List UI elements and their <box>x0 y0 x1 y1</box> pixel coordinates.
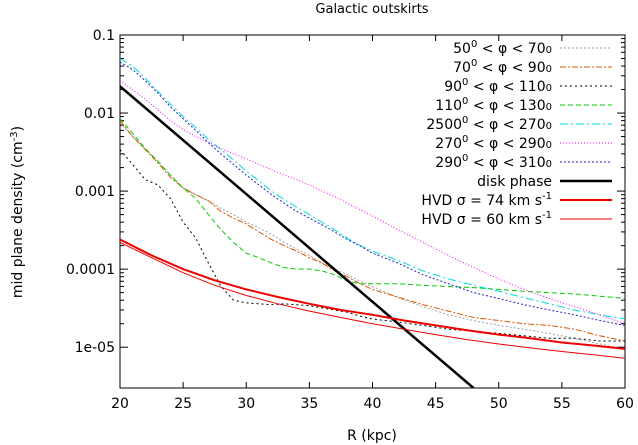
legend-label-part: 2500 <box>426 117 462 133</box>
x-tick-label: 30 <box>237 396 255 412</box>
legend-label-part: 0 <box>546 159 552 170</box>
legend-label-part: 50 <box>453 41 471 57</box>
x-axis-label: R (kpc) <box>347 428 397 444</box>
legend-label-part: 270 <box>435 136 462 152</box>
x-axis: 20 25 30 35 40 45 50 55 60 <box>111 35 634 412</box>
series-line-3 <box>120 118 625 299</box>
series-line-6 <box>120 61 625 326</box>
y-axis-label-sup: -3 <box>9 131 20 141</box>
x-tick-label: 55 <box>553 396 571 412</box>
legend-label-5: 2700 < φ < 2900 <box>435 134 552 152</box>
legend-label-part: -1 <box>542 210 552 221</box>
legend-label-part: 70 <box>453 60 471 76</box>
series-line-8 <box>120 238 625 350</box>
legend-label-part: 0 <box>546 64 552 75</box>
legend-label-7: disk phase <box>477 174 552 190</box>
x-tick-label: 40 <box>364 396 382 412</box>
legend-label-part: HVD σ = 74 km s <box>421 193 542 209</box>
legend-label-4: 25000 < φ < 2700 <box>426 115 552 133</box>
legend-label-part: 0 <box>546 102 552 113</box>
x-tick-label: 50 <box>490 396 508 412</box>
x-tick-label: 45 <box>427 396 445 412</box>
legend-label-part: disk phase <box>477 174 552 190</box>
legend-label-part: 0 <box>546 83 552 94</box>
legend-label-part: 0 <box>462 134 468 145</box>
series-line-4 <box>120 58 625 320</box>
legend-label-part: < φ < 290 <box>468 136 545 152</box>
legend-label-part: 0 <box>471 58 477 69</box>
series-line-0 <box>120 122 625 350</box>
legend-label-part: 0 <box>462 77 468 88</box>
legend-label-3: 1100 < φ < 1300 <box>435 96 552 114</box>
series-line-7 <box>120 85 475 388</box>
series-line-5 <box>120 80 625 325</box>
y-tick-label: 1e-05 <box>75 340 115 356</box>
legend-label-part: 0 <box>546 121 552 132</box>
legend-label-part: 0 <box>471 39 477 50</box>
chart-title: Galactic outskirts <box>315 2 428 17</box>
legend-label-part: 110 <box>435 98 462 114</box>
y-axis: 1e-05 0.0001 0.001 0.01 0.1 <box>66 28 625 356</box>
y-axis-label: mid plane density (cm-3) <box>9 126 26 298</box>
legend-label-part: < φ < 70 <box>477 41 545 57</box>
legend-label-part: 0 <box>546 45 552 56</box>
y-axis-label-main: mid plane density (cm <box>10 141 26 298</box>
series-line-9 <box>120 241 625 359</box>
y-tick-label: 0.1 <box>93 28 115 44</box>
y-axis-label-close: ) <box>10 126 26 131</box>
x-tick-label: 60 <box>616 396 634 412</box>
x-tick-label: 20 <box>111 396 129 412</box>
legend-label-0: 500 < φ < 700 <box>453 39 552 57</box>
legend-label-8: HVD σ = 74 km s-1 <box>421 191 552 209</box>
legend-label-part: 290 <box>435 155 462 171</box>
legend-label-part: 0 <box>462 96 468 107</box>
legend-label-part: 0 <box>462 115 468 126</box>
legend-label-part: HVD σ = 60 km s <box>421 212 542 228</box>
x-tick-label: 35 <box>300 396 318 412</box>
legend-label-part: < φ < 130 <box>468 98 545 114</box>
y-tick-label: 0.0001 <box>66 262 115 278</box>
legend-label-part: < φ < 110 <box>468 79 545 95</box>
series-layer <box>120 58 625 388</box>
legend-label-part: < φ < 90 <box>477 60 545 76</box>
legend-label-part: 0 <box>462 153 468 164</box>
legend-label-part: < φ < 270 <box>468 117 545 133</box>
legend-label-9: HVD σ = 60 km s-1 <box>421 210 552 228</box>
legend-label-2: 900 < φ < 1100 <box>444 77 552 95</box>
legend-label-6: 2900 < φ < 3100 <box>435 153 552 171</box>
x-tick-label: 25 <box>174 396 192 412</box>
legend-label-part: 90 <box>444 79 462 95</box>
legend-label-part: -1 <box>542 191 552 202</box>
legend-label-part: 0 <box>546 140 552 151</box>
legend-label-1: 700 < φ < 900 <box>453 58 552 76</box>
y-tick-label: 0.001 <box>75 184 115 200</box>
legend-label-part: < φ < 310 <box>468 155 545 171</box>
series-line-1 <box>120 120 625 342</box>
y-tick-label: 0.01 <box>84 106 115 122</box>
